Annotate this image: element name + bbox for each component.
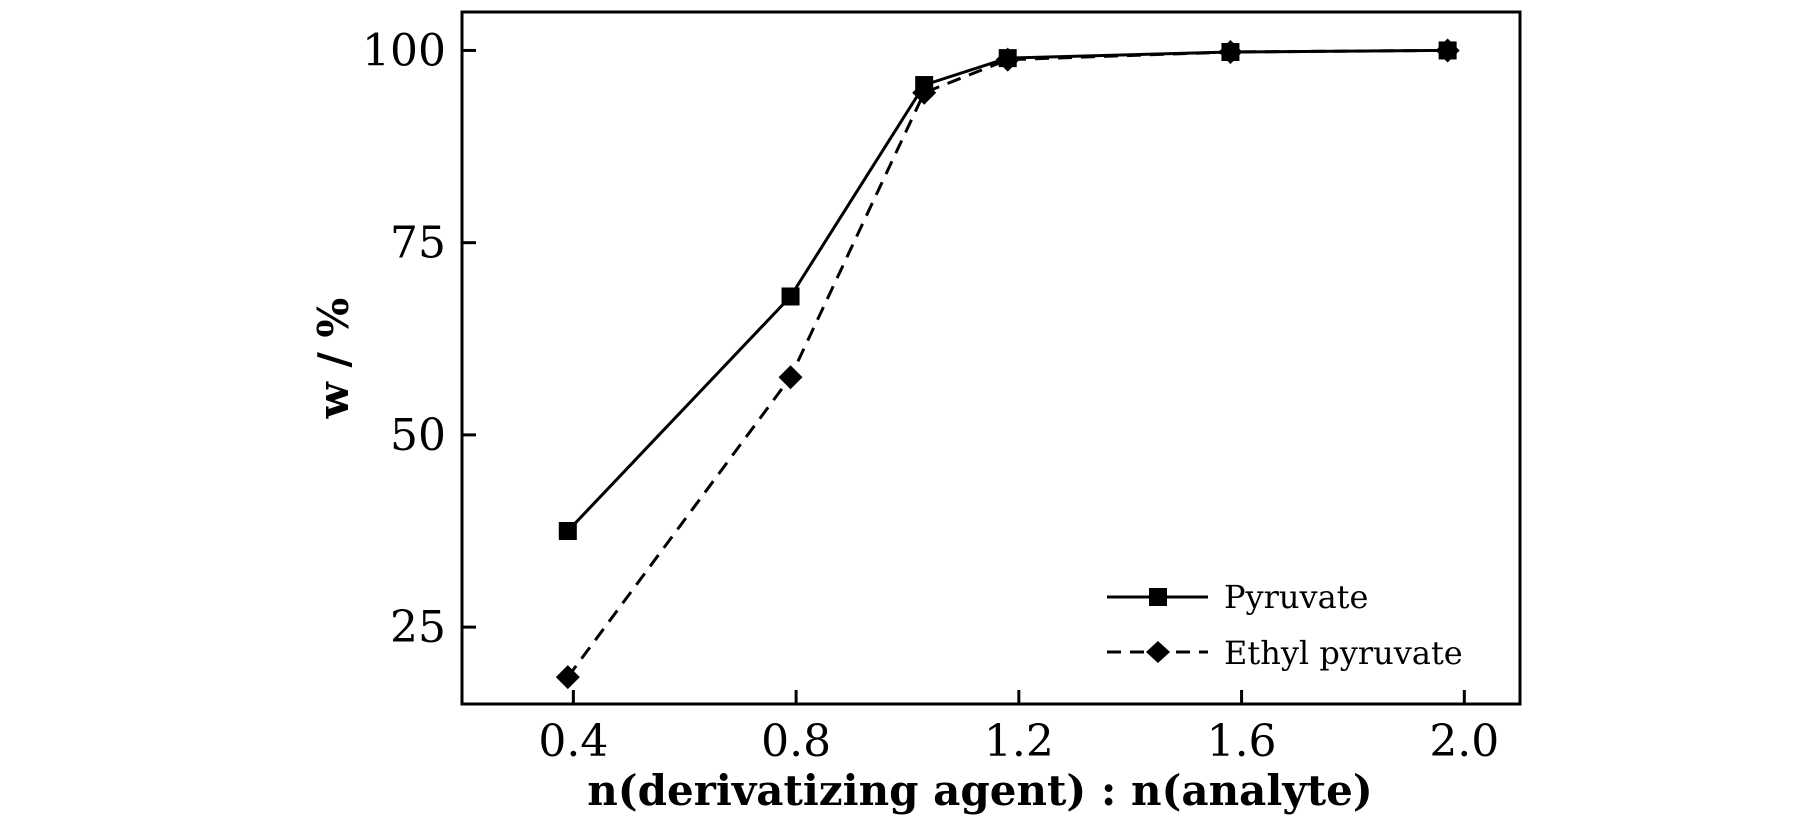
x-tick-label-0-8: 0.8 [761,716,831,767]
data-point-pyruvate-1 [558,522,577,540]
x-tick-label-1-6: 1.6 [1207,716,1277,767]
x-tick-label-1-2: 1.2 [984,716,1054,767]
y-tick-label-25: 25 [390,602,446,653]
series-line-pyruvate [566,48,1448,533]
y-tick-label-75: 75 [390,218,446,269]
plot-frame [460,10,1522,706]
y-tick-label-50: 50 [390,410,446,461]
x-tick-label-2-0: 2.0 [1429,716,1499,767]
data-point-pyruvate-3 [915,76,934,95]
data-point-ethyl-pyruvate-1 [555,665,580,690]
legend-label-pyruvate: Pyruvate [1224,578,1368,616]
data-point-pyruvate-2 [781,287,800,306]
legend: Pyruvate Ethyl pyruvate [1107,578,1463,672]
legend-label-ethyl-pyruvate: Ethyl pyruvate [1224,634,1463,672]
data-point-pyruvate-4 [998,49,1017,68]
legend-marker-pyruvate [1149,588,1167,606]
data-point-pyruvate-6 [1438,41,1457,60]
x-axis: 0.4 0.8 1.2 1.6 2.0 [538,690,1499,767]
y-axis: 25 50 75 100 [362,25,476,653]
y-tick-label-100: 100 [362,25,446,76]
x-tick-label-0-4: 0.4 [538,716,608,767]
series-layer [555,38,1460,690]
data-point-pyruvate-5 [1221,42,1240,61]
data-point-ethyl-pyruvate-2 [778,365,803,390]
y-axis-label: w / % [309,298,358,420]
legend-marker-ethyl-pyruvate [1146,641,1170,663]
x-axis-label: n(derivatizing agent) : n(analyte) [587,766,1372,815]
